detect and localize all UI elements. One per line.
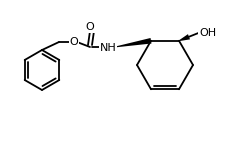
Polygon shape bbox=[115, 38, 151, 47]
Text: OH: OH bbox=[199, 28, 217, 38]
Polygon shape bbox=[179, 34, 190, 41]
Text: NH: NH bbox=[100, 43, 116, 53]
Text: O: O bbox=[70, 37, 78, 47]
Text: O: O bbox=[86, 22, 94, 32]
